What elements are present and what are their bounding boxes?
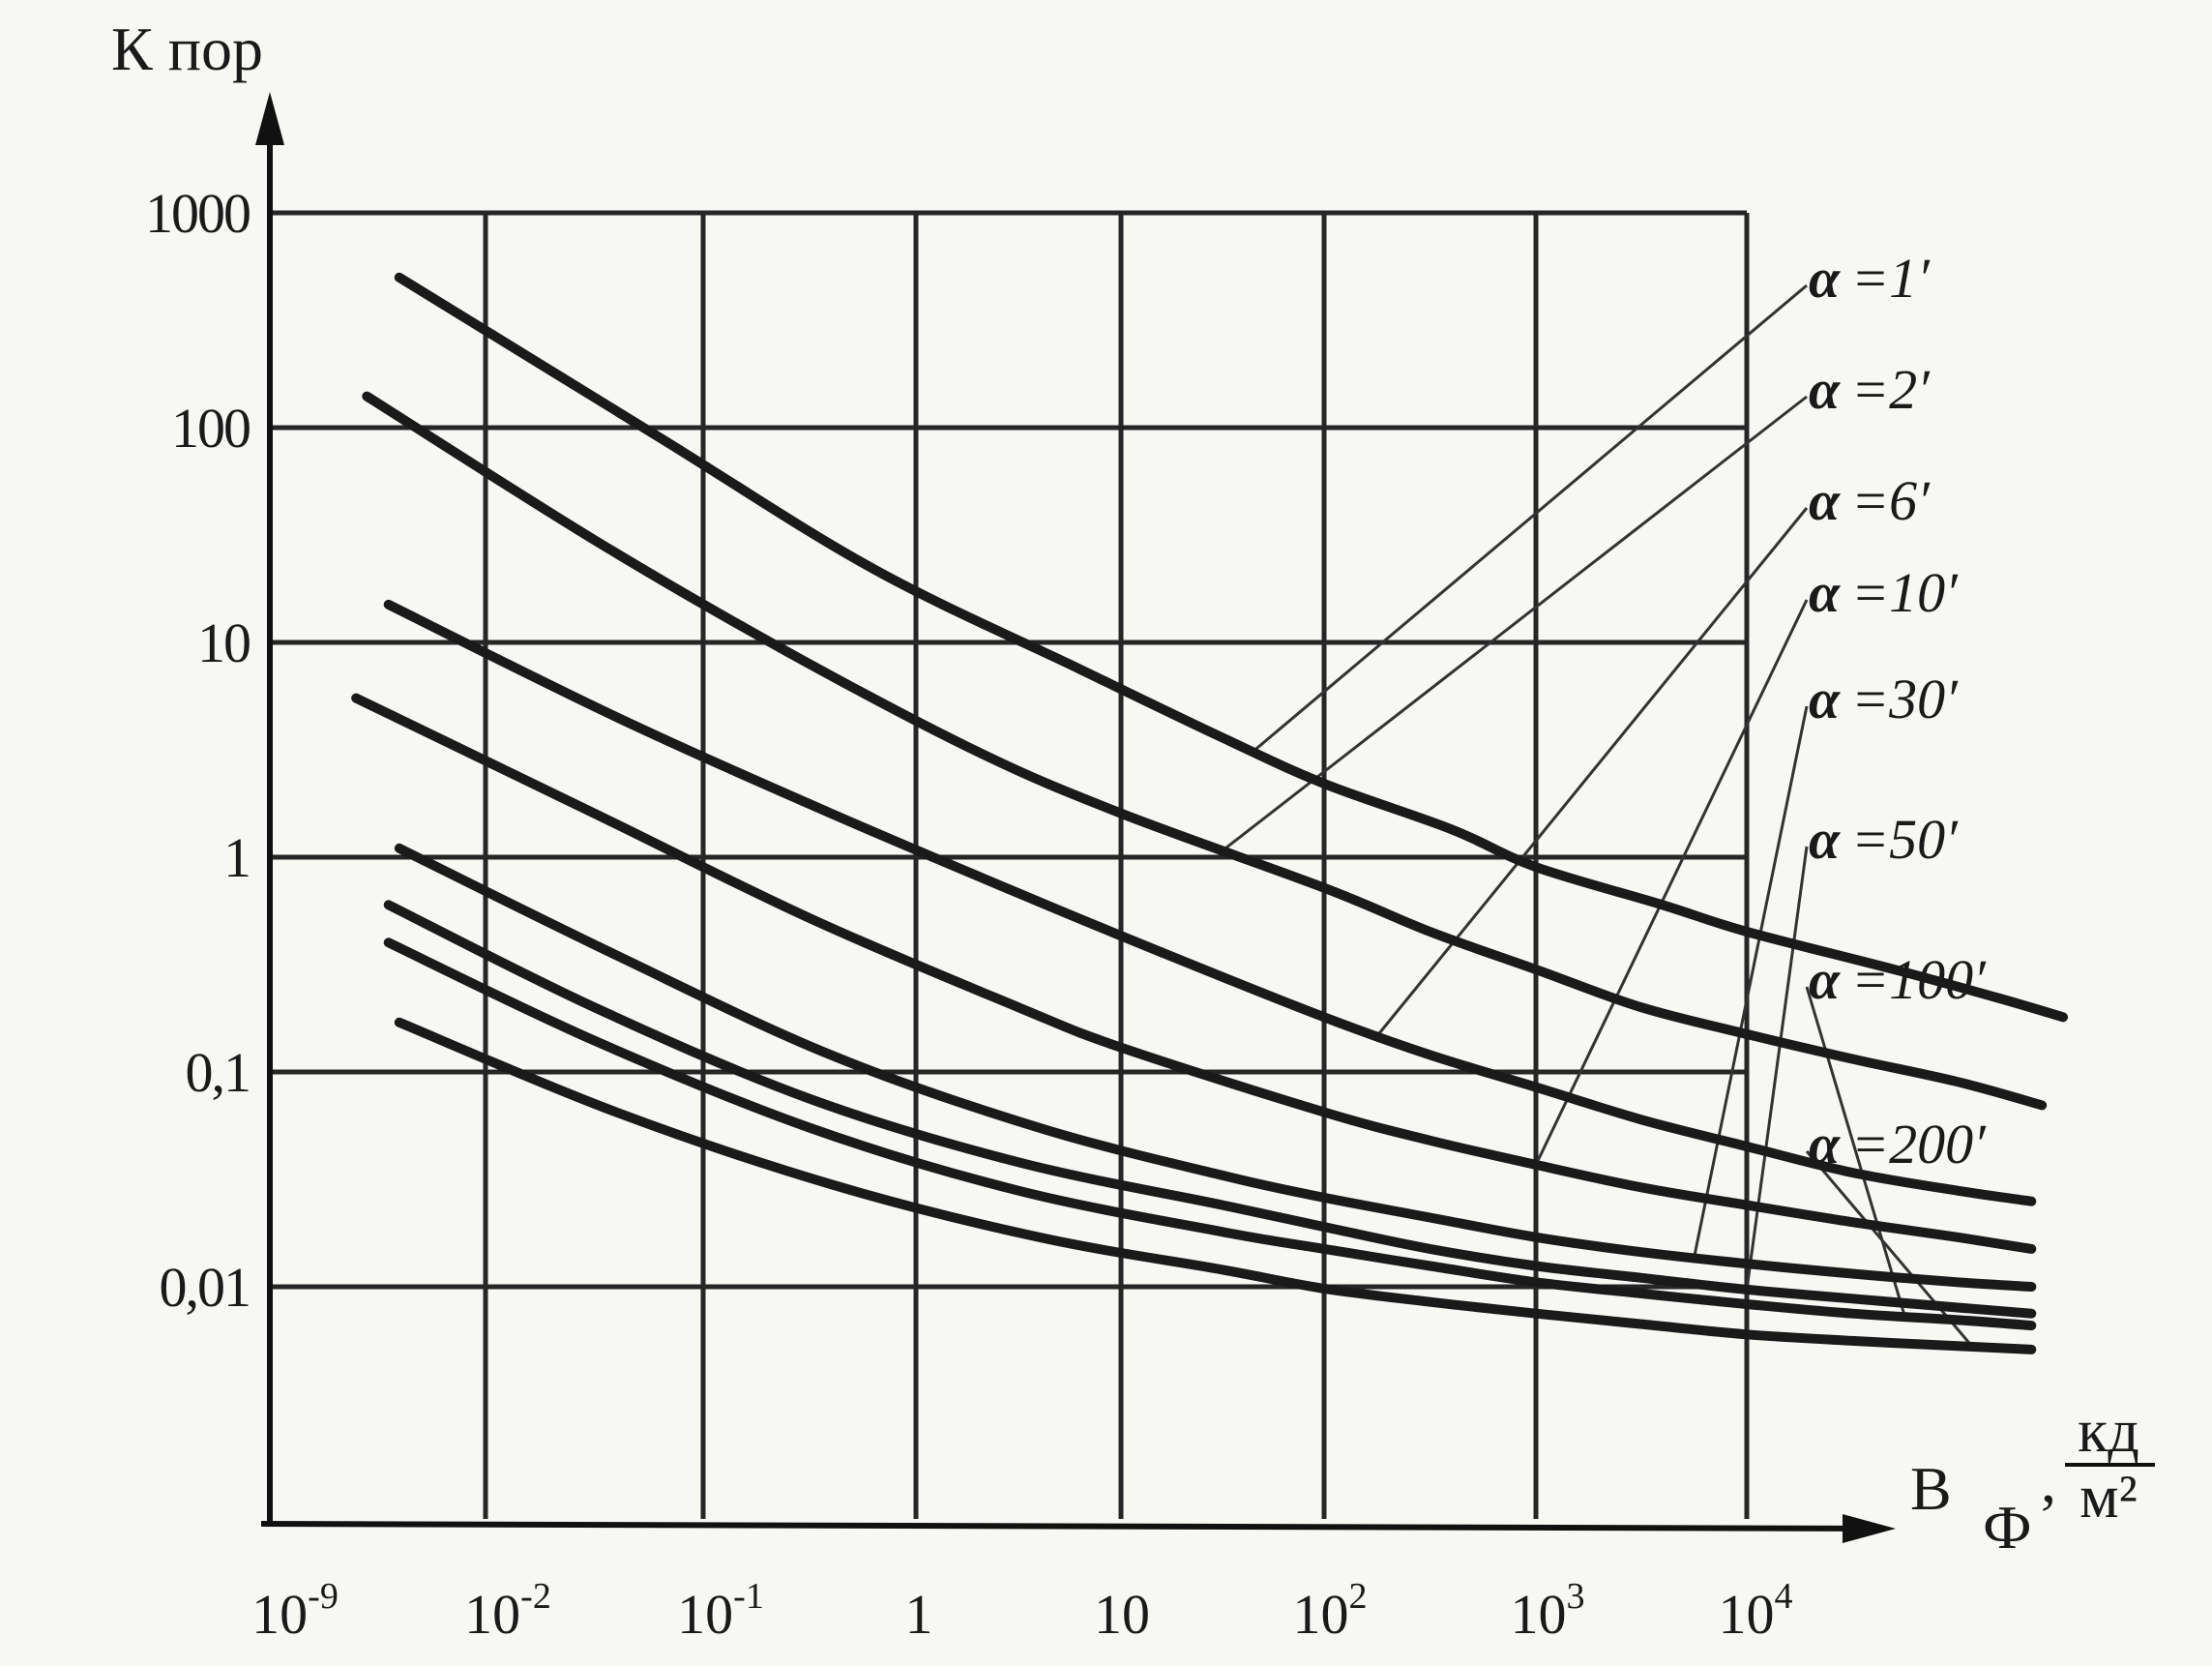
x-axis-title: B: [1910, 1454, 1952, 1523]
leader-line: [1375, 507, 1809, 1037]
series-label: =100′: [1851, 948, 1987, 1011]
x-unit-denominator: м²: [2079, 1462, 2138, 1531]
leader-line: [1805, 986, 1906, 1318]
series-label: =10′: [1851, 561, 1959, 624]
series-label: =200′: [1851, 1113, 1987, 1175]
y-tick-label: 1: [223, 826, 250, 889]
series-line: [394, 1017, 2037, 1354]
series-label: =50′: [1851, 808, 1959, 871]
series-line: [383, 599, 2037, 1206]
series-line: [362, 391, 2048, 1111]
x-axis: [260, 1521, 1868, 1532]
y-tick-label: 0,1: [186, 1041, 251, 1104]
alpha-glyph: α: [1809, 948, 1841, 1011]
x-tick-label: 10-2: [464, 1576, 551, 1646]
curves: [351, 272, 2068, 1354]
leader-line: [1745, 846, 1809, 1291]
alpha-glyph: α: [1809, 358, 1841, 421]
tick-labels: 1000 100 10 1 0,1 0,01 10-9 10-2 10-1 1 10 102 103 10…: [145, 182, 1793, 1646]
alpha-glyph: α: [1809, 561, 1841, 624]
leader-line: [1805, 1150, 1974, 1348]
y-tick-label: 10: [197, 611, 250, 674]
series-line: [383, 937, 2037, 1331]
y-tick-label: 0,01: [160, 1256, 251, 1319]
leader-lines: [1222, 283, 1974, 1348]
series-label: =30′: [1851, 668, 1959, 730]
y-tick-label: 1000: [145, 182, 250, 245]
alpha-glyph: α: [1809, 668, 1841, 730]
series-line: [351, 693, 2037, 1254]
x-tick-label: 10: [1094, 1583, 1150, 1646]
x-tick-label: 10-1: [677, 1576, 764, 1646]
x-tick-label: 1: [905, 1583, 933, 1646]
x-axis-comma: ,: [2041, 1446, 2056, 1515]
series-label: =2′: [1851, 358, 1931, 421]
x-unit-numerator: кд: [2078, 1396, 2139, 1465]
x-tick-label: 102: [1293, 1576, 1368, 1646]
series-line: [394, 272, 2068, 1023]
alpha-glyph: α: [1809, 247, 1841, 310]
series-line: [383, 900, 2037, 1319]
leader-line: [1534, 599, 1809, 1166]
leader-line: [1252, 283, 1808, 753]
leader-line: [1693, 705, 1809, 1259]
x-tick-label: 10-9: [251, 1576, 339, 1646]
x-axis-subscript: Ф: [1983, 1493, 2032, 1562]
x-tick-label: 104: [1719, 1576, 1793, 1646]
alpha-glyph: α: [1809, 1113, 1841, 1175]
y-tick-label: 100: [171, 397, 250, 460]
x-axis-arrow: [1843, 1514, 1896, 1543]
series-label: =1′: [1851, 247, 1931, 310]
x-tick-label: 103: [1511, 1576, 1585, 1646]
series-line: [394, 843, 2037, 1292]
curve-labels: α =1′α =2′α =6′α =10′α =30′α =50′α =100′α =200′: [1809, 247, 1987, 1175]
leader-line: [1222, 395, 1808, 852]
y-axis-arrow: [255, 92, 284, 145]
alpha-glyph: α: [1809, 469, 1841, 532]
series-label: =6′: [1851, 469, 1931, 532]
alpha-glyph: α: [1809, 808, 1841, 871]
y-axis-title: К пор: [111, 15, 263, 83]
axes: [255, 92, 1896, 1543]
